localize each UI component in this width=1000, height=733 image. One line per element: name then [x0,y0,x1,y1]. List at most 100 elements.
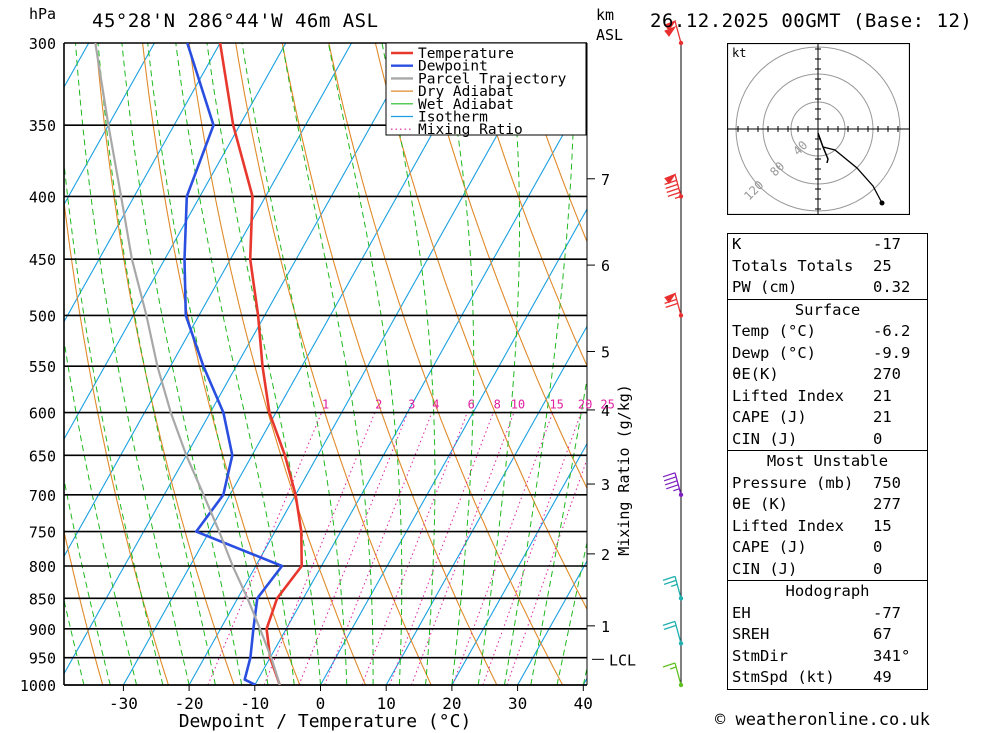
wind-barb-flag [663,476,677,482]
axes: 3003504004505005506006507007508008509009… [20,5,636,732]
wind-barb-flag [662,662,676,668]
mixing-ratio-line [452,412,554,685]
pressure-tick-label: 300 [29,35,56,53]
wind-barb-flag [664,298,677,305]
profile-parcel-trajectory [94,43,281,685]
surface-cape-row: CAPE (J) 21 [732,408,892,426]
wind-barb-flag [666,187,679,194]
sreh-row: SREH 67 [732,625,892,643]
mu-li-row: Lifted Index 15 [732,516,892,535]
pressure-tick-label: 900 [29,621,56,639]
wet-adiabat-line [175,43,295,685]
wind-barb-shaft [674,621,682,644]
legend-entry: Dewpoint [418,59,488,75]
wind-barb-pennant [664,25,677,37]
wind-barb-flag [665,302,678,309]
dry-adiabat-line [95,43,235,685]
height-tick-label: 4 [601,402,610,420]
wind-barb-shaft [674,472,682,495]
surface-thetae-row: θE(K) 270 [732,365,901,383]
wind-barb-flag [662,575,676,581]
surface-dewp-row: Dewp (°C) -9.9 [732,343,911,362]
mixing-ratio-value: 4 [432,398,439,412]
legend-entry: Parcel Trajectory [418,71,567,87]
pressure-tick-label: 400 [29,188,56,206]
mixing-ratio-line [482,412,582,685]
dry-adiabat-line [328,43,564,685]
isobars [64,42,587,686]
pressure-tick-label: 950 [29,650,56,668]
isotherm-line [517,559,587,685]
wind-barb-flag [665,183,678,190]
pressure-tick-label: 750 [29,524,56,542]
height-tick-label: 2 [601,546,610,564]
legend-entry: Mixing Ratio [418,122,523,138]
wind-barb-shaft [674,174,682,197]
isotherm-line [64,43,155,206]
wind-barb-shaft [674,20,682,44]
wet-adiabat-line [381,43,436,685]
mixing-ratio-value: 10 [511,398,525,412]
wind-barb-pennant [664,173,677,185]
height-tick-label: 7 [601,171,610,189]
mixing-ratio-axis-label: Mixing Ratio (g/kg) [615,384,633,556]
temperature-tick-label: -10 [240,694,269,713]
totals-totals-row: Totals Totals 25 [732,256,892,275]
pw-row: PW (cm) 0.32 [732,278,911,296]
height-tick-label: 3 [601,476,610,494]
datetime-title: 26.12.2025 00GMT (Base: 12) [650,10,973,32]
pressure-tick-label: 850 [29,590,56,608]
surface-title: Surface [728,298,927,322]
isotherm-line [320,207,587,685]
most-unstable-title: Most Unstable [728,450,927,473]
hodograph-unit-label: kt [732,46,746,60]
profiles [94,43,303,685]
isotherm-line [451,442,587,685]
wind-barb-shaft [674,293,682,316]
dry-adiabat-line [421,43,587,490]
wind-barb-half [670,583,678,587]
wind-barb-half [674,195,682,200]
location-title: 45°28'N 286°44'W 46m ASL [92,10,379,32]
surface-temp-row: Temp (°C) -6.2 [732,322,911,340]
height-tick-label: 6 [601,257,610,275]
wind-barb-flag [664,480,678,486]
stmspd-row: StmSpd (kt) 49 [732,668,892,686]
mu-pressure-row: Pressure (mb) 750 [732,473,901,492]
isotherm-line [188,43,550,685]
isotherm-line [64,43,287,441]
isotherm-line [122,43,484,685]
surface-li-row: Lifted Index 21 [732,386,892,405]
isotherm-line [64,43,418,675]
wind-barb-half [669,666,677,670]
pressure-tick-label: 600 [29,405,56,423]
isotherm-line [385,325,587,685]
dry-adiabat-line [64,528,104,685]
wind-barb-shaft [674,662,682,686]
temperature-tick-label: -30 [109,694,138,713]
dry-adiabat-line [467,43,587,368]
wind-barb-pennant [664,292,677,304]
wind-barb-flag [667,191,681,198]
mu-thetae-row: θE (K) 277 [732,495,901,513]
pressure-tick-label: 800 [29,558,56,576]
isotherm-line [0,43,23,685]
temperature-tick-label: 20 [442,694,461,713]
hodograph-title: Hodograph [728,580,927,603]
temperature-tick-label: 30 [508,694,527,713]
mixing-ratio-value: 25 [600,398,614,412]
mu-cin-row: CIN (J) 0 [732,559,883,578]
mixing-ratio-labels: 1 2 3 4 6 8 10 15 20 25 [322,398,615,412]
temperature-tick-label: 40 [574,694,593,713]
k-index-row: K -17 [732,235,901,253]
surface-cin-row: CIN (J) 0 [732,429,883,448]
wind-barb-flag [663,579,677,585]
x-axis-label: Dewpoint / Temperature (°C) [179,711,472,732]
copyright-link[interactable]: © weatheronline.co.uk [715,710,930,730]
wind-barb-flag [664,179,677,186]
indices-panel: K -17 Totals Totals 25 PW (cm) 0.32 Surface… [727,233,928,690]
hodograph-storm-motion [817,132,829,164]
wind-barb-pennant [664,19,677,31]
